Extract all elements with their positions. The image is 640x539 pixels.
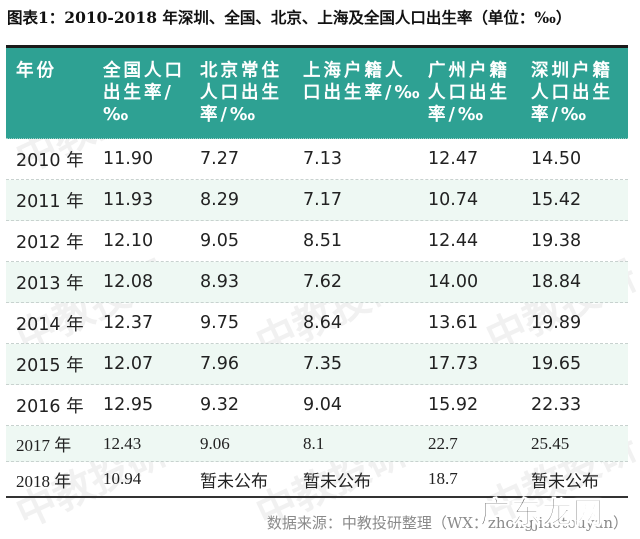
- cell-year: 2010 年: [16, 150, 84, 171]
- data-source-note: 数据来源：中教投研整理（WX：zhongjiaotouyan）: [266, 514, 628, 532]
- cell-national: 11.90: [103, 149, 154, 169]
- cell-shenzhen: 暂未公布: [531, 471, 599, 491]
- cell-shenzhen: 15.42: [531, 190, 582, 210]
- cell-guangzhou: 10.74: [428, 190, 479, 210]
- cell-shanghai: 7.17: [303, 190, 342, 210]
- cell-shanghai: 8.1: [303, 433, 325, 453]
- header-text: 年份: [16, 61, 57, 81]
- header-shenzhen: 深圳户籍 人口出生 率/‰: [531, 48, 628, 138]
- cell-beijing: 9.05: [200, 231, 239, 251]
- header-text: 口出生率/‰: [303, 83, 423, 103]
- cell-national: 12.08: [103, 272, 154, 292]
- cell-national: 12.07: [103, 354, 154, 374]
- cell-shenzhen: 22.33: [531, 395, 582, 415]
- header-guangzhou: 广州户籍 人口出生 率/‰: [428, 48, 531, 138]
- header-national: 全国人口 出生率/‰: [103, 48, 200, 138]
- cell-shanghai: 9.04: [303, 395, 342, 415]
- table-row: 2018 年 10.94 暂未公布 暂未公布 18.7 暂未公布: [6, 462, 628, 498]
- cell-year: 2018 年: [16, 471, 72, 491]
- cell-national: 10.94: [103, 469, 142, 488]
- cell-shenzhen: 19.89: [531, 313, 582, 333]
- header-text: 深圳户籍: [531, 61, 613, 81]
- cell-beijing: 9.75: [200, 313, 239, 333]
- site-logo: 广东龙网: [480, 496, 604, 532]
- cell-shenzhen: 18.84: [531, 272, 582, 292]
- cell-shanghai: 7.35: [303, 354, 342, 374]
- cell-shanghai: 7.62: [303, 272, 342, 292]
- header-text: 率/‰: [200, 105, 259, 125]
- cell-year: 2016 年: [16, 396, 84, 417]
- cell-guangzhou: 13.61: [428, 313, 479, 333]
- header-shanghai: 上海户籍人 口出生率/‰: [303, 48, 428, 138]
- header-text: 人口出生: [531, 83, 613, 103]
- cell-year: 2013 年: [16, 273, 84, 294]
- header-year: 年份: [6, 48, 103, 138]
- cell-year: 2017 年: [16, 436, 72, 455]
- cell-guangzhou: 12.47: [428, 149, 479, 169]
- table-row: 2013 年 12.08 8.93 7.62 14.00 18.84: [6, 262, 628, 303]
- table-title: 图表1：2010-2018 年深圳、全国、北京、上海及全国人口出生率（单位：‰）: [7, 8, 572, 27]
- table-row: 2015 年 12.07 7.96 7.35 17.73 19.65: [6, 344, 628, 385]
- cell-national: 12.95: [103, 395, 154, 415]
- cell-national: 12.37: [103, 313, 154, 333]
- header-text: 北京常住: [200, 61, 282, 81]
- header-text: 广州户籍: [428, 61, 510, 81]
- cell-shanghai: 暂未公布: [303, 471, 371, 491]
- cell-guangzhou: 17.73: [428, 354, 479, 374]
- table-row: 2017 年 12.43 9.06 8.1 22.7 25.45: [6, 426, 628, 462]
- cell-guangzhou: 18.7: [428, 469, 458, 488]
- cell-shenzhen: 19.65: [531, 354, 582, 374]
- cell-national: 12.10: [103, 231, 154, 251]
- header-text: 上海户籍人: [303, 61, 406, 81]
- header-text: 全国人口: [103, 61, 185, 81]
- table-row: 2014 年 12.37 9.75 8.64 13.61 19.89: [6, 303, 628, 344]
- header-text: 率/‰: [428, 105, 487, 125]
- cell-beijing: 7.96: [200, 354, 239, 374]
- cell-national: 12.43: [103, 433, 142, 453]
- table-top-rule: [6, 45, 628, 48]
- cell-year: 2011 年: [16, 191, 84, 212]
- cell-shanghai: 7.13: [303, 149, 342, 169]
- cell-guangzhou: 15.92: [428, 395, 479, 415]
- cell-beijing: 9.32: [200, 395, 239, 415]
- table-row: 2010 年 11.90 7.27 7.13 12.47 14.50: [6, 139, 628, 180]
- cell-guangzhou: 12.44: [428, 231, 479, 251]
- cell-year: 2014 年: [16, 314, 84, 335]
- cell-shanghai: 8.64: [303, 313, 342, 333]
- header-text: 人口出生: [200, 83, 282, 103]
- header-text: 人口出生: [428, 83, 510, 103]
- header-text: 出生率/‰: [103, 83, 174, 125]
- header-text: 率/‰: [531, 105, 590, 125]
- cell-shenzhen: 14.50: [531, 149, 582, 169]
- table-row: 2012 年 12.10 9.05 8.51 12.44 19.38: [6, 221, 628, 262]
- cell-guangzhou: 14.00: [428, 272, 479, 292]
- cell-beijing: 8.29: [200, 190, 239, 210]
- cell-beijing: 暂未公布: [200, 471, 268, 491]
- cell-shanghai: 8.51: [303, 231, 342, 251]
- header-beijing: 北京常住 人口出生 率/‰: [200, 48, 303, 138]
- cell-year: 2015 年: [16, 355, 84, 376]
- cell-national: 11.93: [103, 190, 154, 210]
- cell-beijing: 8.93: [200, 272, 239, 292]
- table-row: 2011 年 11.93 8.29 7.17 10.74 15.42: [6, 180, 628, 221]
- cell-beijing: 7.27: [200, 149, 239, 169]
- table-header: 年份 全国人口 出生率/‰ 北京常住 人口出生 率/‰ 上海户籍人 口出生率/‰…: [6, 48, 628, 139]
- cell-guangzhou: 22.7: [428, 433, 458, 453]
- cell-shenzhen: 19.38: [531, 231, 582, 251]
- cell-year: 2012 年: [16, 232, 84, 253]
- table-row: 2016 年 12.95 9.32 9.04 15.92 22.33: [6, 385, 628, 426]
- cell-beijing: 9.06: [200, 433, 230, 453]
- cell-shenzhen: 25.45: [531, 433, 570, 453]
- birth-rate-table: 年份 全国人口 出生率/‰ 北京常住 人口出生 率/‰ 上海户籍人 口出生率/‰…: [6, 45, 628, 498]
